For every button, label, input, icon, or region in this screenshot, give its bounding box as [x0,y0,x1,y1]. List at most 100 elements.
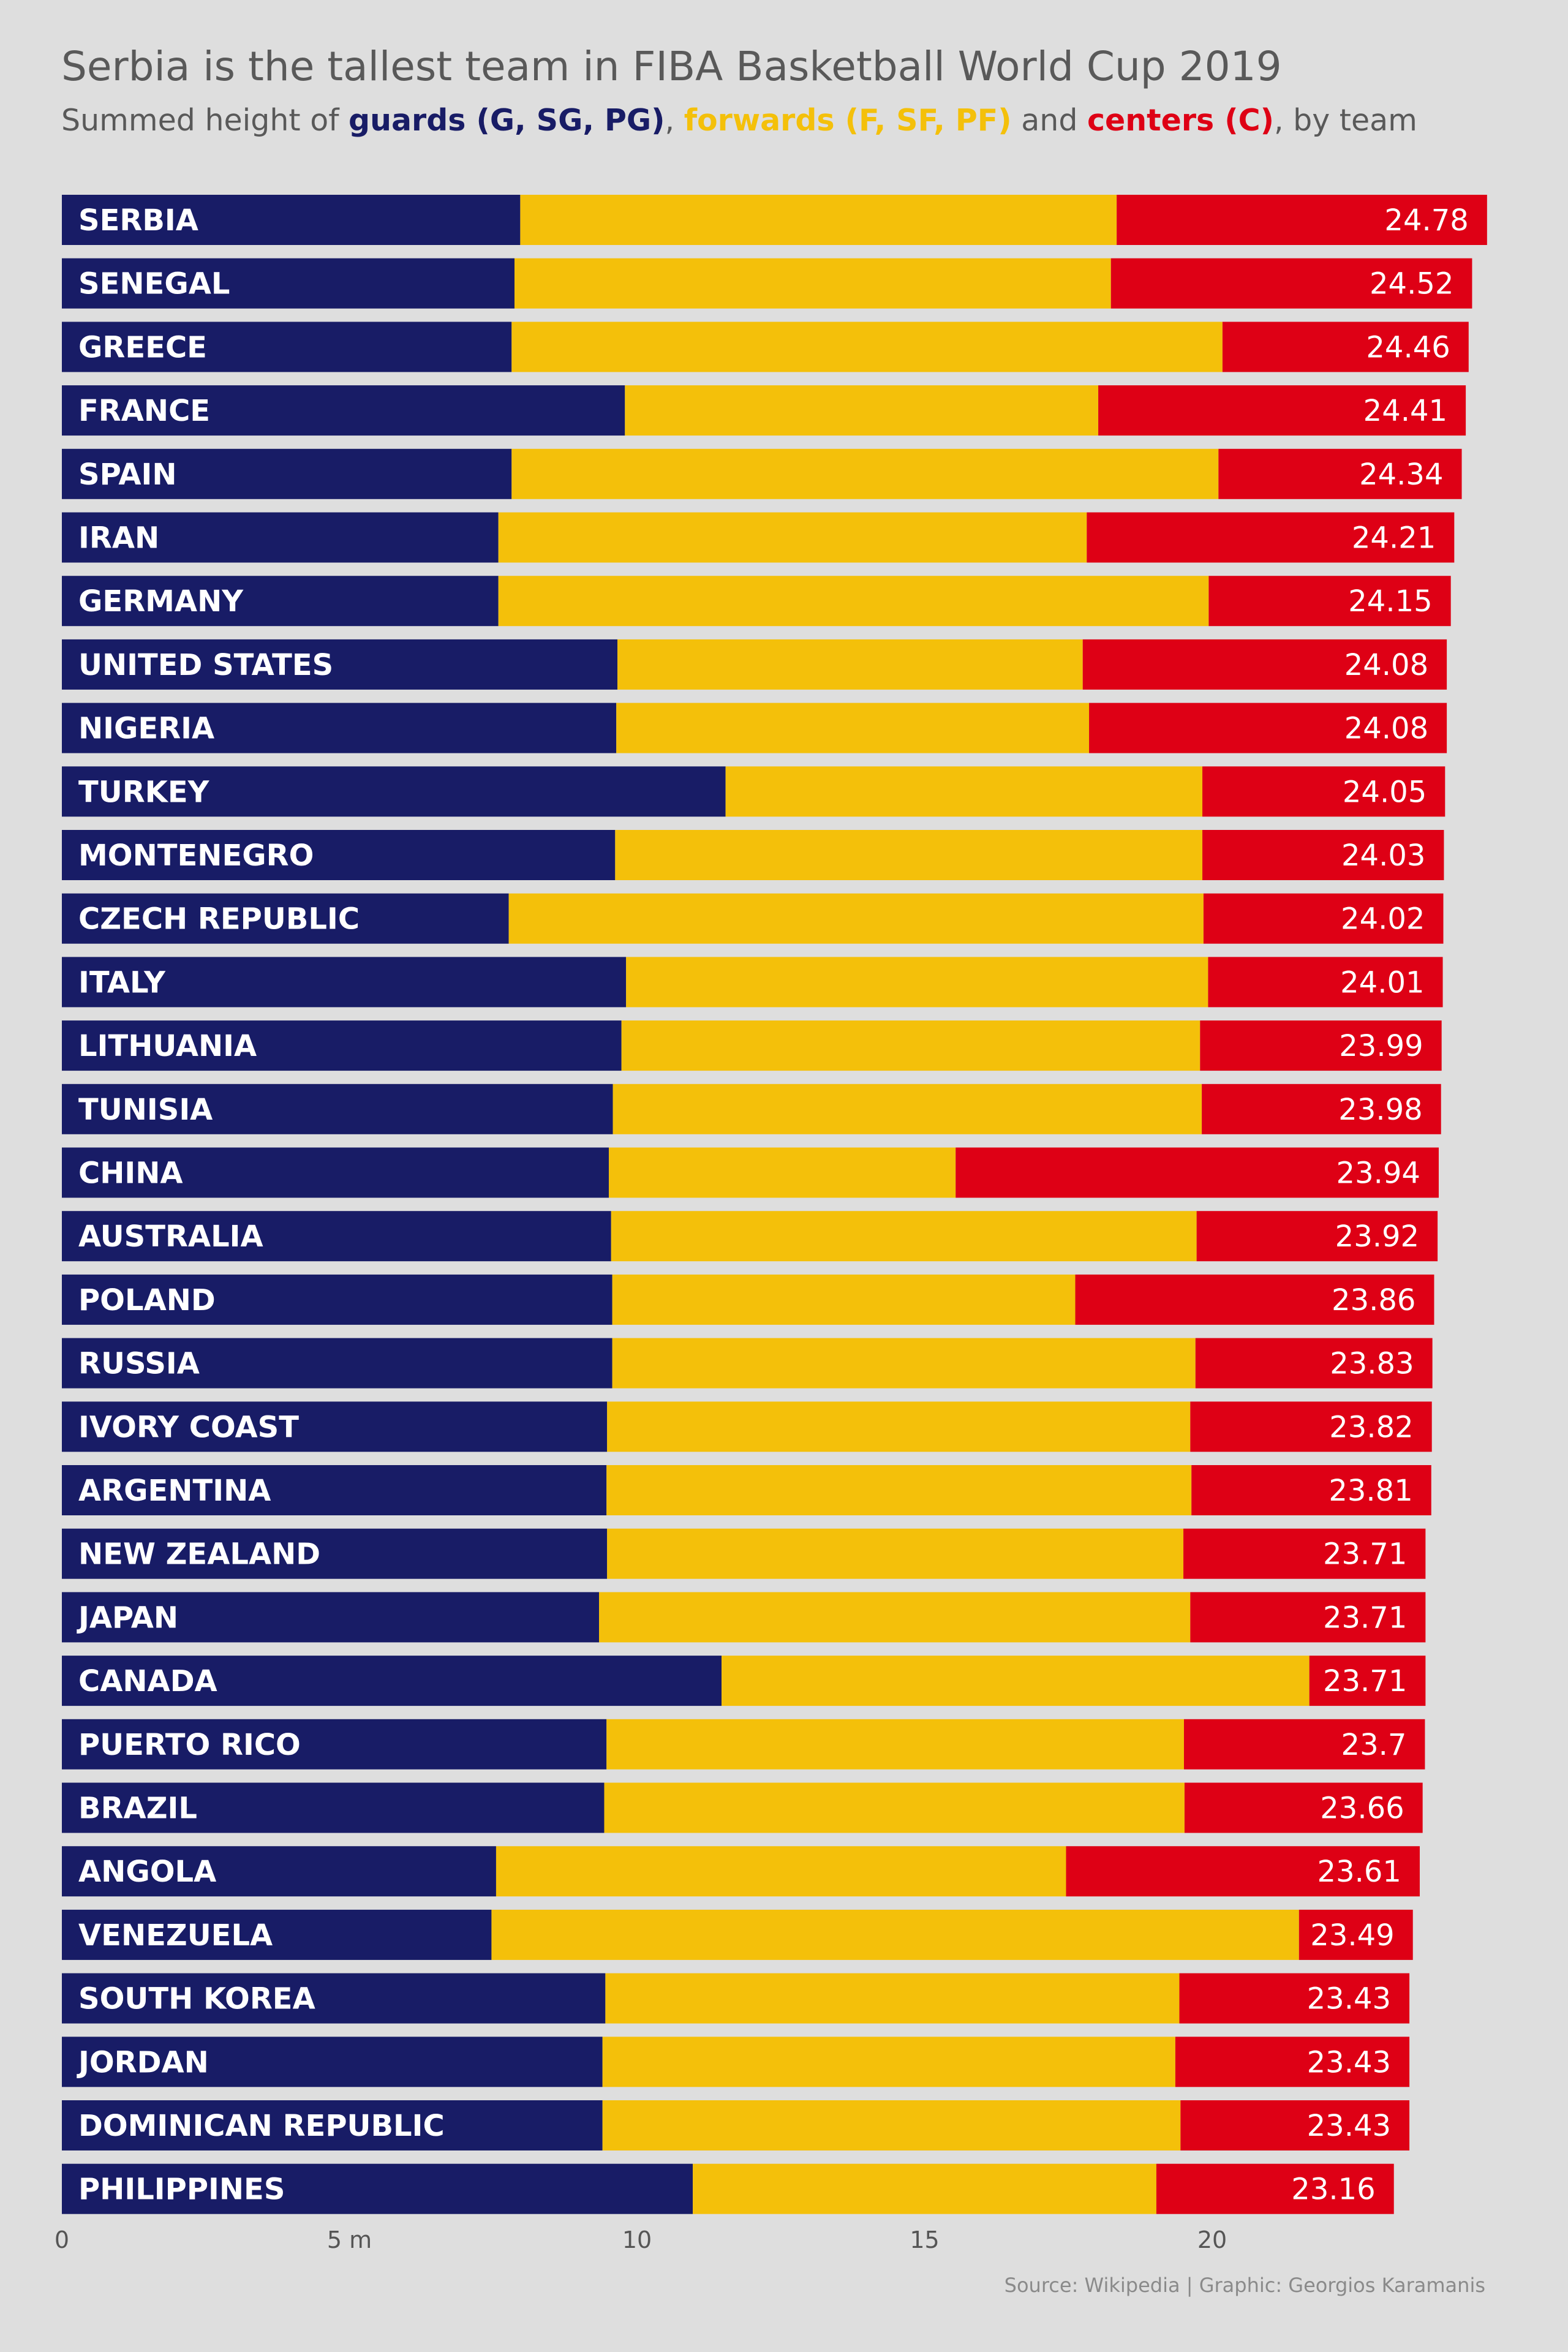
total-label: 23.92 [1335,1219,1419,1254]
team-label: IVORY COAST [78,1410,299,1444]
bar-centers [1202,830,1444,880]
team-label: NIGERIA [78,712,214,746]
team-label: GERMANY [78,584,244,619]
bar-forwards [612,1338,1196,1389]
total-label: 23.82 [1329,1410,1413,1444]
total-label: 23.71 [1323,1537,1407,1572]
bar-centers [1183,1719,1425,1770]
bar-forwards [520,195,1117,245]
bar-forwards [605,1973,1180,2024]
chart-subtitle: Summed height of guards (G, SG, PG), for… [61,103,1417,138]
bar-guards [62,1147,609,1198]
total-label: 23.86 [1332,1283,1415,1317]
bar-guards [62,1401,608,1452]
team-label: TURKEY [78,775,210,809]
team-label: FRANCE [78,394,210,428]
team-label: CANADA [78,1664,217,1698]
team-label: JORDAN [77,2045,209,2079]
bar-forwards [498,512,1087,563]
bar-centers [1309,1656,1426,1706]
bar-guards [62,448,512,499]
bar-forwards [615,830,1203,880]
bar-centers [1183,1528,1426,1579]
total-label: 23.43 [1307,2109,1391,2143]
bar-centers [1200,1020,1442,1071]
bar-centers [1110,258,1472,309]
bar-guards [62,1719,607,1770]
bar-forwards [602,2037,1175,2087]
team-label: ARGENTINA [78,1474,271,1508]
bar-guards [62,830,616,880]
bar-guards [62,957,627,1008]
total-label: 23.81 [1329,1474,1412,1508]
bar-guards [62,1274,612,1325]
total-label: 23.94 [1336,1156,1420,1191]
bar-centers [1075,1274,1434,1325]
total-label: 23.43 [1307,2045,1391,2079]
team-label: CHINA [78,1156,183,1191]
bar-guards [62,2100,603,2150]
total-label: 23.99 [1339,1029,1423,1063]
total-label: 23.61 [1317,1855,1401,1889]
total-label: 24.21 [1352,521,1436,556]
bar-guards [62,1846,496,1897]
total-label: 23.83 [1330,1347,1414,1381]
bar-guards [62,1528,608,1579]
total-label: 23.71 [1323,1600,1407,1635]
bar-forwards [608,1147,956,1198]
team-label: PUERTO RICO [78,1728,301,1762]
bar-forwards [604,1782,1185,1833]
total-label: 24.78 [1384,203,1468,238]
bar-centers [1203,893,1444,944]
total-label: 24.52 [1370,267,1453,301]
bar-guards [62,2037,603,2087]
x-tick-label: 5 m [327,2226,372,2253]
team-label: ANGOLA [78,1855,216,1889]
bar-guards [62,1020,622,1071]
bar-forwards [725,766,1203,817]
bar-centers [1298,1909,1413,1960]
team-label: LITHUANIA [78,1029,257,1063]
total-label: 23.71 [1323,1664,1407,1698]
total-label: 24.08 [1344,712,1428,746]
team-label: SPAIN [78,458,177,492]
bar-guards [62,1592,600,1643]
bar-forwards [498,576,1209,627]
subtitle-sep1: , [665,103,684,138]
x-tick-label: 10 [622,2226,652,2253]
bar-guards [62,1465,607,1515]
bar-guards [62,1211,611,1262]
bar-centers [1202,1084,1441,1134]
bar-centers [1066,1846,1420,1897]
bar-forwards [617,639,1083,690]
bar-forwards [606,1719,1184,1770]
team-label: UNITED STATES [78,648,333,682]
total-label: 23.49 [1310,1918,1394,1953]
bar-guards [62,2163,693,2214]
total-label: 24.03 [1341,839,1425,873]
team-label: SERBIA [78,203,198,238]
team-label: NEW ZEALAND [78,1537,320,1572]
team-label: TUNISIA [78,1093,213,1127]
total-label: 24.01 [1340,965,1424,1000]
bar-centers [1175,2037,1410,2087]
total-label: 24.41 [1363,394,1447,428]
subtitle-suffix: , by team [1273,103,1417,138]
bar-centers [1184,1782,1423,1833]
bar-guards [62,1909,492,1960]
x-tick-label: 15 [910,2226,939,2253]
bar-forwards [722,1656,1310,1706]
bar-forwards [693,2163,1156,2214]
total-label: 23.43 [1307,1982,1391,2016]
bar-forwards [508,893,1204,944]
bar-forwards [611,1211,1197,1262]
total-label: 23.98 [1338,1093,1422,1127]
bar-forwards [612,1084,1202,1134]
bar-forwards [621,1020,1200,1071]
bar-guards [62,1084,613,1134]
bar-guards [62,195,521,245]
team-label: DOMINICAN REPUBLIC [78,2109,445,2143]
bar-guards [62,1973,606,2024]
bar-guards [62,258,514,309]
chart-title: Serbia is the tallest team in FIBA Baske… [61,43,1282,90]
